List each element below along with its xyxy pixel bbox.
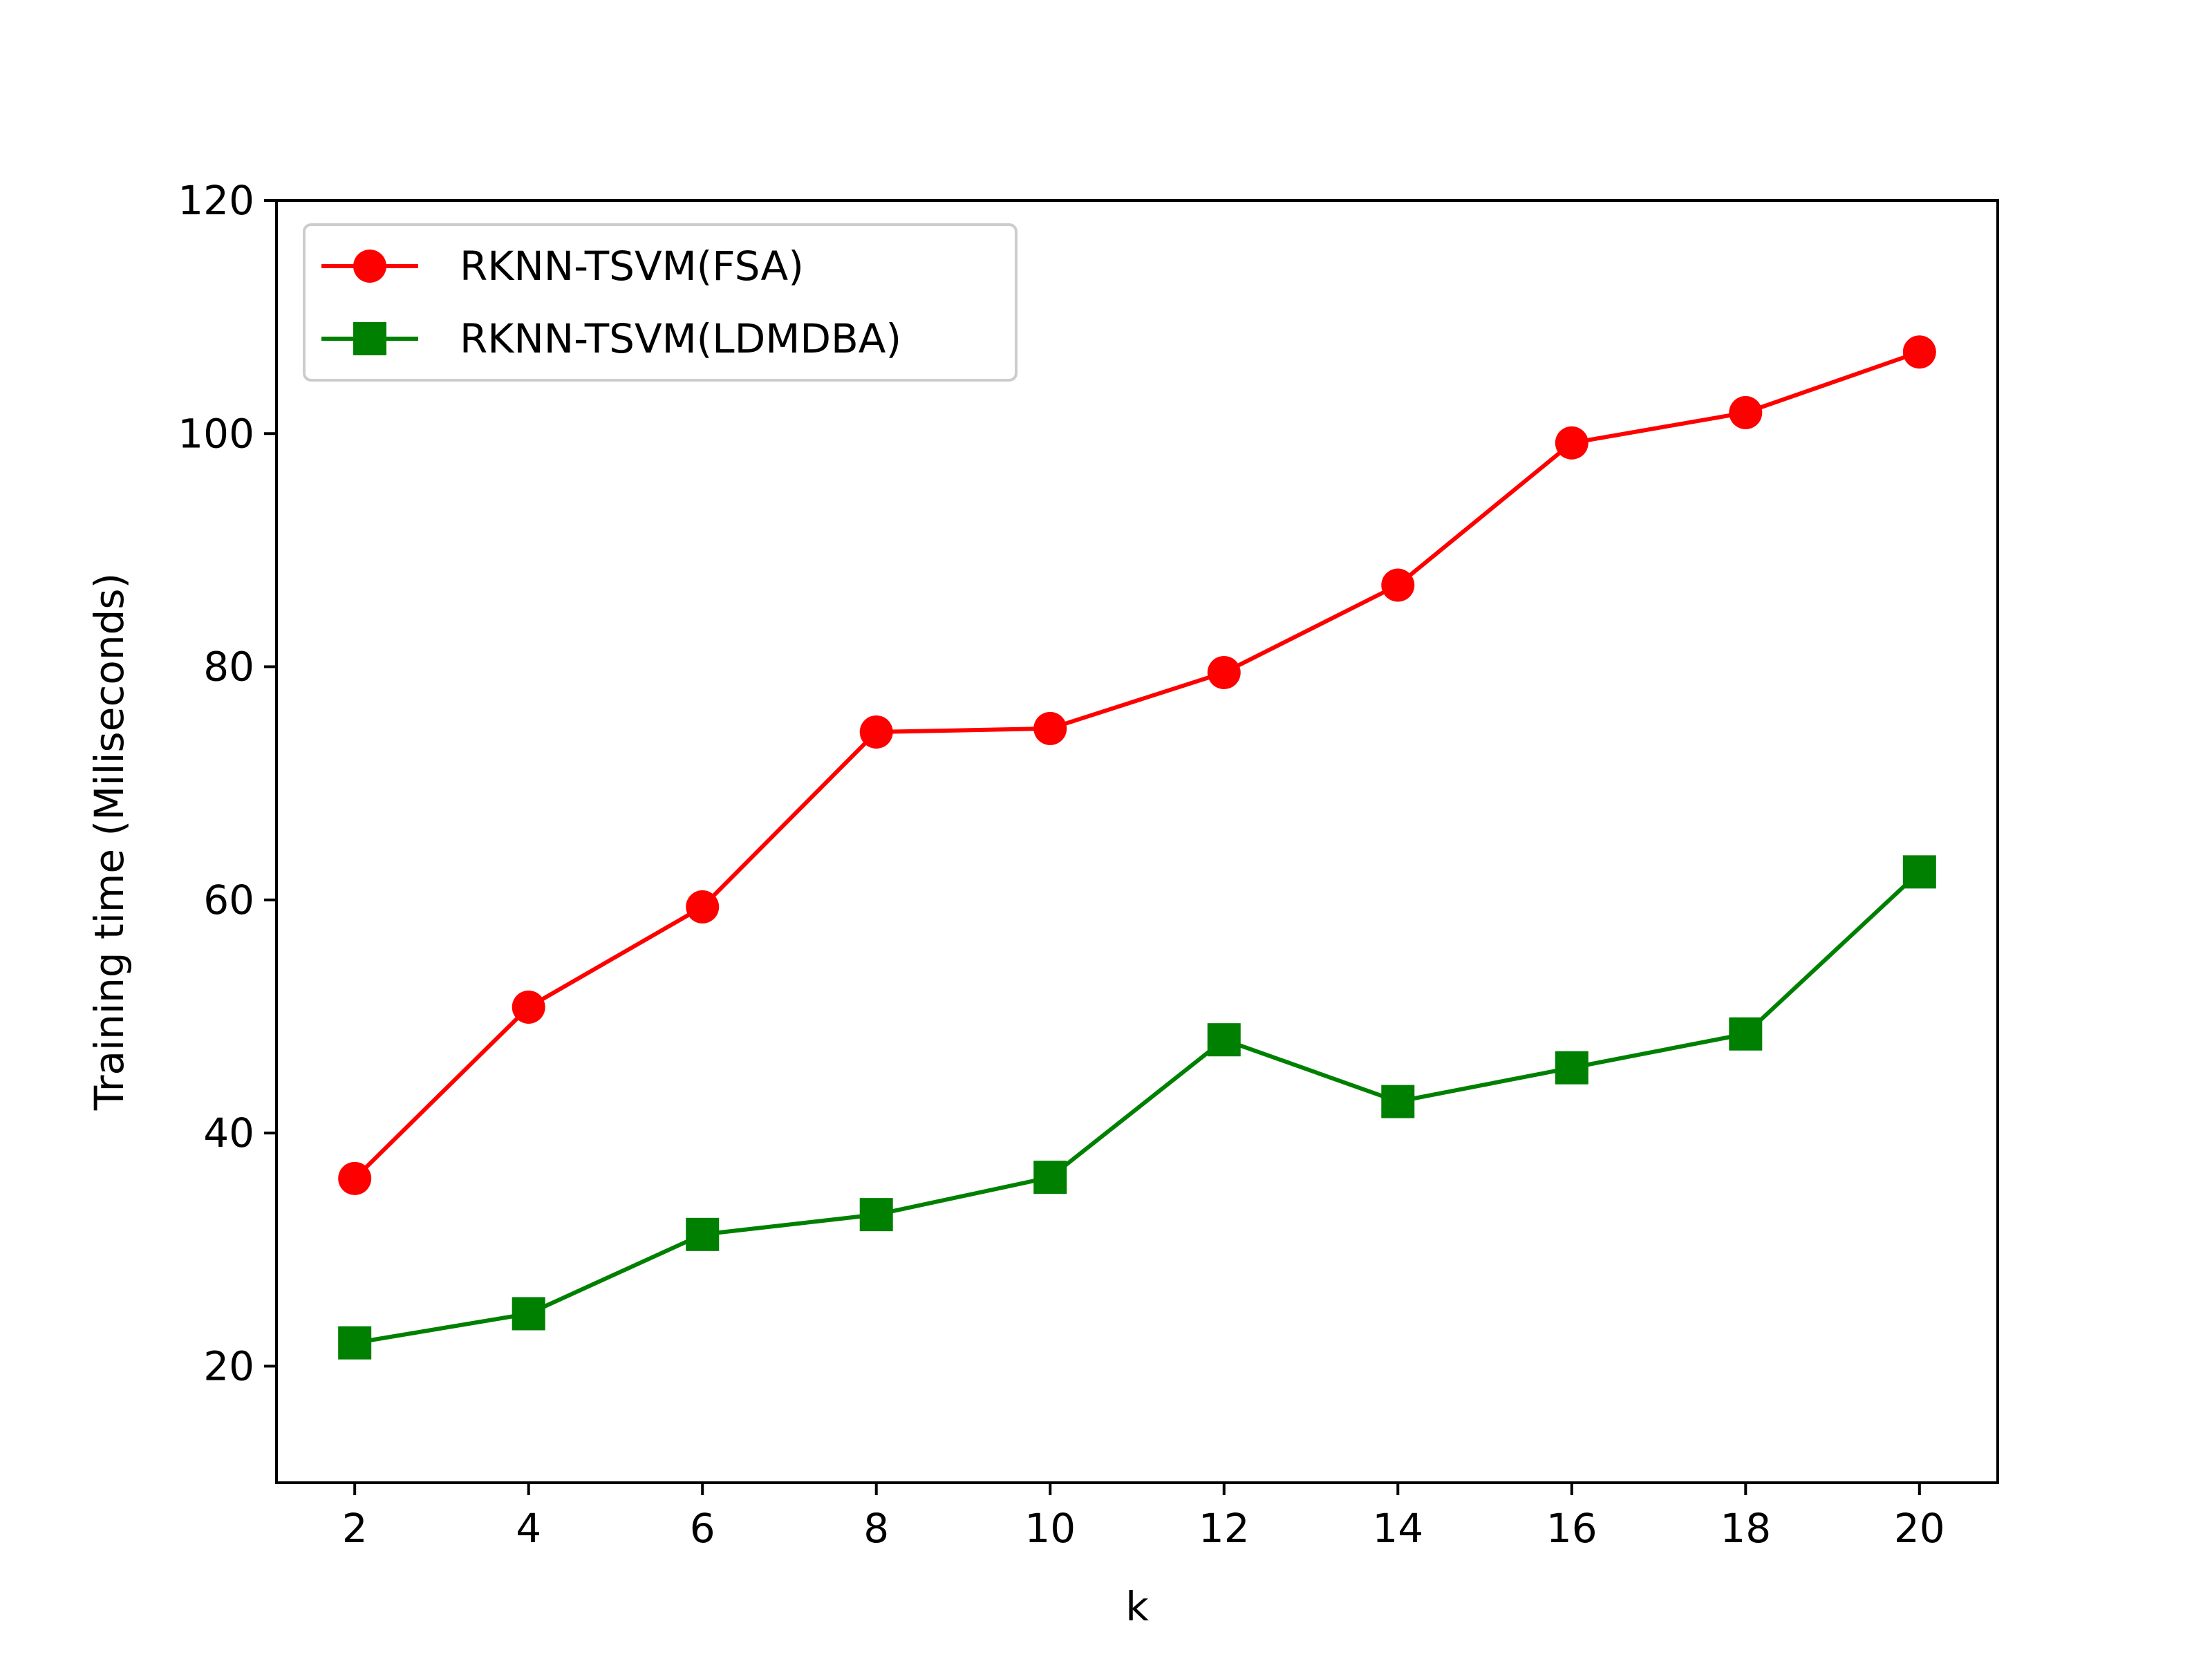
x-tick-label: 14 (1372, 1505, 1423, 1552)
data-point (1207, 655, 1241, 689)
y-tick-label: 20 (203, 1342, 254, 1389)
y-tick-label: 60 (203, 877, 254, 924)
data-point (512, 990, 545, 1024)
y-tick-label: 80 (203, 644, 254, 691)
data-point (1033, 1161, 1067, 1194)
data-point (686, 1217, 720, 1251)
data-point (1555, 426, 1588, 460)
y-tick-label: 40 (203, 1109, 254, 1156)
y-axis-title: Training time (Miliseconds) (86, 573, 133, 1111)
data-point (338, 1326, 372, 1360)
data-point (1381, 568, 1415, 602)
y-tick-label: 100 (178, 410, 254, 457)
ticks-layer: 2 4 6 8 10 12 14 16 18 20 20 40 60 80 100 120 (178, 177, 1944, 1552)
legend-label: RKNN-TSVM(FSA) (460, 243, 804, 290)
y-tick-label: 120 (178, 177, 254, 224)
x-tick-label: 4 (516, 1505, 541, 1552)
data-point (859, 1198, 893, 1232)
x-tick-label: 20 (1894, 1505, 1945, 1552)
data-point (1902, 855, 1936, 889)
legend-marker (353, 250, 386, 283)
x-tick-label: 2 (342, 1505, 368, 1552)
data-point (1555, 1051, 1588, 1085)
x-tick-label: 10 (1024, 1505, 1076, 1552)
data-point (1033, 711, 1067, 745)
legend: RKNN-TSVM(FSA) RKNN-TSVM(LDMDBA) (303, 223, 1018, 382)
x-tick-label: 6 (690, 1505, 715, 1552)
series-layer (338, 335, 1936, 1360)
data-point (1729, 395, 1763, 429)
x-axis-title: k (1125, 1583, 1149, 1630)
data-point (1902, 335, 1936, 369)
series-2 (338, 855, 1936, 1360)
series-line (353, 350, 1920, 1180)
data-point (686, 890, 720, 924)
data-point (859, 715, 893, 749)
x-tick-label: 18 (1720, 1505, 1771, 1552)
data-point (1381, 1085, 1415, 1118)
legend-marker (353, 322, 386, 355)
x-tick-label: 8 (863, 1505, 889, 1552)
data-point (512, 1297, 545, 1331)
legend-box (303, 223, 1018, 382)
data-point (1207, 1023, 1241, 1057)
series-line (354, 870, 1921, 1345)
plot-frame (275, 199, 1999, 1484)
x-tick-label: 16 (1546, 1505, 1597, 1552)
x-tick-label: 12 (1199, 1505, 1250, 1552)
legend-label: RKNN-TSVM(LDMDBA) (460, 315, 901, 362)
series-1 (338, 335, 1936, 1195)
data-point (338, 1161, 372, 1195)
data-point (1729, 1017, 1763, 1051)
